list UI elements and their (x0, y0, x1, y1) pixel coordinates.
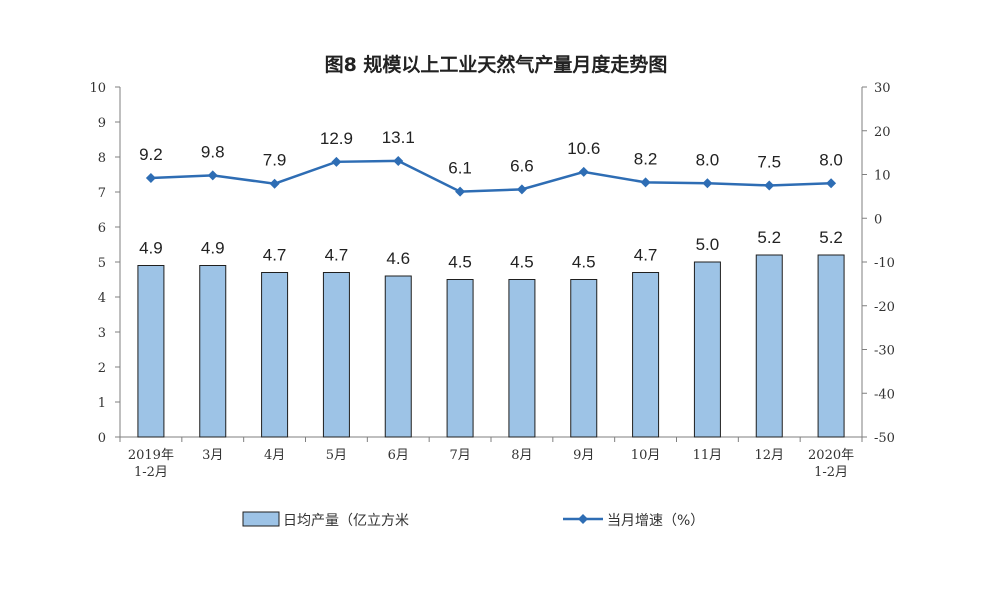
right-tick-label: 10 (874, 169, 891, 184)
left-tick-label: 7 (98, 186, 106, 201)
left-tick-label: 2 (98, 361, 106, 376)
bar-data-label: 4.9 (201, 239, 225, 258)
bar-data-label: 5.2 (757, 228, 781, 247)
bar-data-label: 5.2 (819, 228, 843, 247)
legend-bar-label: 日均产量（亿立方米 (283, 513, 409, 529)
x-tick-label: 12月 (754, 448, 784, 463)
bar (384, 275, 412, 438)
right-tick-label: -20 (874, 300, 895, 315)
right-tick-label: 0 (874, 212, 882, 227)
line-point-marker (145, 173, 156, 183)
line-data-label: 12.9 (320, 129, 353, 148)
growth-line (150, 159, 832, 193)
right-tick-label: -50 (874, 431, 895, 446)
bar-data-label: 4.6 (386, 249, 410, 268)
x-tick-label: 6月 (388, 448, 409, 463)
line-point-marker (578, 166, 589, 177)
left-tick-label: 6 (98, 221, 106, 236)
line-data-label: 8.0 (696, 150, 720, 169)
left-tick-label: 3 (98, 326, 106, 341)
bar (199, 265, 227, 438)
line-point-marker (207, 170, 218, 181)
bar (446, 279, 474, 438)
right-tick-label: 20 (874, 125, 891, 140)
left-tick-label: 8 (98, 151, 106, 166)
x-tick-label: 5月 (326, 448, 347, 463)
right-tick-label: 30 (874, 81, 891, 96)
bar-data-label: 4.7 (634, 246, 658, 265)
line-data-label: 9.8 (201, 142, 225, 161)
left-tick-label: 9 (98, 116, 106, 131)
line-point-marker (331, 156, 342, 167)
x-tick-label: 3月 (202, 448, 223, 463)
x-tick-label: 4月 (264, 448, 285, 463)
line-point-marker (516, 184, 527, 195)
bar-data-label: 4.5 (448, 253, 472, 272)
left-tick-label: 10 (89, 81, 106, 96)
bar (570, 279, 598, 438)
line-point-marker (764, 180, 775, 191)
x-tick-label: 1-2月 (134, 465, 168, 480)
right-tick-label: -10 (874, 256, 895, 271)
x-tick-label: 11月 (693, 448, 723, 463)
line-data-label: 7.5 (757, 152, 781, 171)
bar-data-label: 4.7 (325, 246, 349, 265)
bar (755, 254, 783, 438)
line-point-marker (826, 178, 837, 189)
bar-data-label: 4.5 (572, 253, 596, 272)
left-tick-label: 4 (98, 291, 106, 306)
line-data-label: 8.2 (634, 149, 658, 168)
line-data-label: 9.2 (139, 145, 163, 164)
bar (508, 279, 536, 438)
chart-title: 图8 规模以上工业天然气产量月度走势图 (324, 54, 668, 76)
x-tick-label: 1-2月 (814, 465, 848, 480)
bar (817, 254, 845, 438)
legend-line-label: 当月增速（%） (607, 513, 704, 529)
bar (261, 272, 289, 438)
line-data-label: 13.1 (382, 128, 415, 147)
bar-data-label: 5.0 (696, 235, 720, 254)
line-data-label: 8.0 (819, 150, 843, 169)
line-point-marker (269, 178, 280, 189)
bar (632, 272, 660, 438)
x-tick-label: 7月 (449, 448, 470, 463)
x-tick-label: 9月 (573, 448, 594, 463)
bar (322, 272, 350, 438)
bar-data-label: 4.5 (510, 253, 534, 272)
bar (137, 265, 165, 438)
x-tick-label: 2020年 (808, 448, 854, 463)
line-point-marker (640, 177, 651, 188)
legend-line-marker (578, 514, 588, 524)
line-data-label: 7.9 (263, 151, 287, 170)
bar-data-label: 4.9 (139, 239, 163, 258)
right-tick-label: -40 (874, 387, 895, 402)
x-tick-label: 8月 (511, 448, 532, 463)
x-tick-label: 2019年 (128, 448, 174, 463)
left-tick-label: 5 (98, 256, 106, 271)
legend-bar-swatch (242, 511, 280, 527)
left-tick-label: 1 (98, 396, 106, 411)
bar (693, 261, 721, 438)
line-point-marker (702, 178, 713, 189)
left-tick-label: 0 (98, 431, 106, 446)
line-data-label: 6.6 (510, 156, 534, 175)
right-tick-label: -30 (874, 344, 895, 359)
line-point-marker (393, 155, 404, 166)
line-point-marker (455, 186, 466, 197)
line-data-label: 10.6 (567, 139, 600, 158)
x-tick-label: 10月 (631, 448, 661, 463)
line-data-label: 6.1 (448, 159, 472, 178)
bar-data-label: 4.7 (263, 246, 287, 265)
